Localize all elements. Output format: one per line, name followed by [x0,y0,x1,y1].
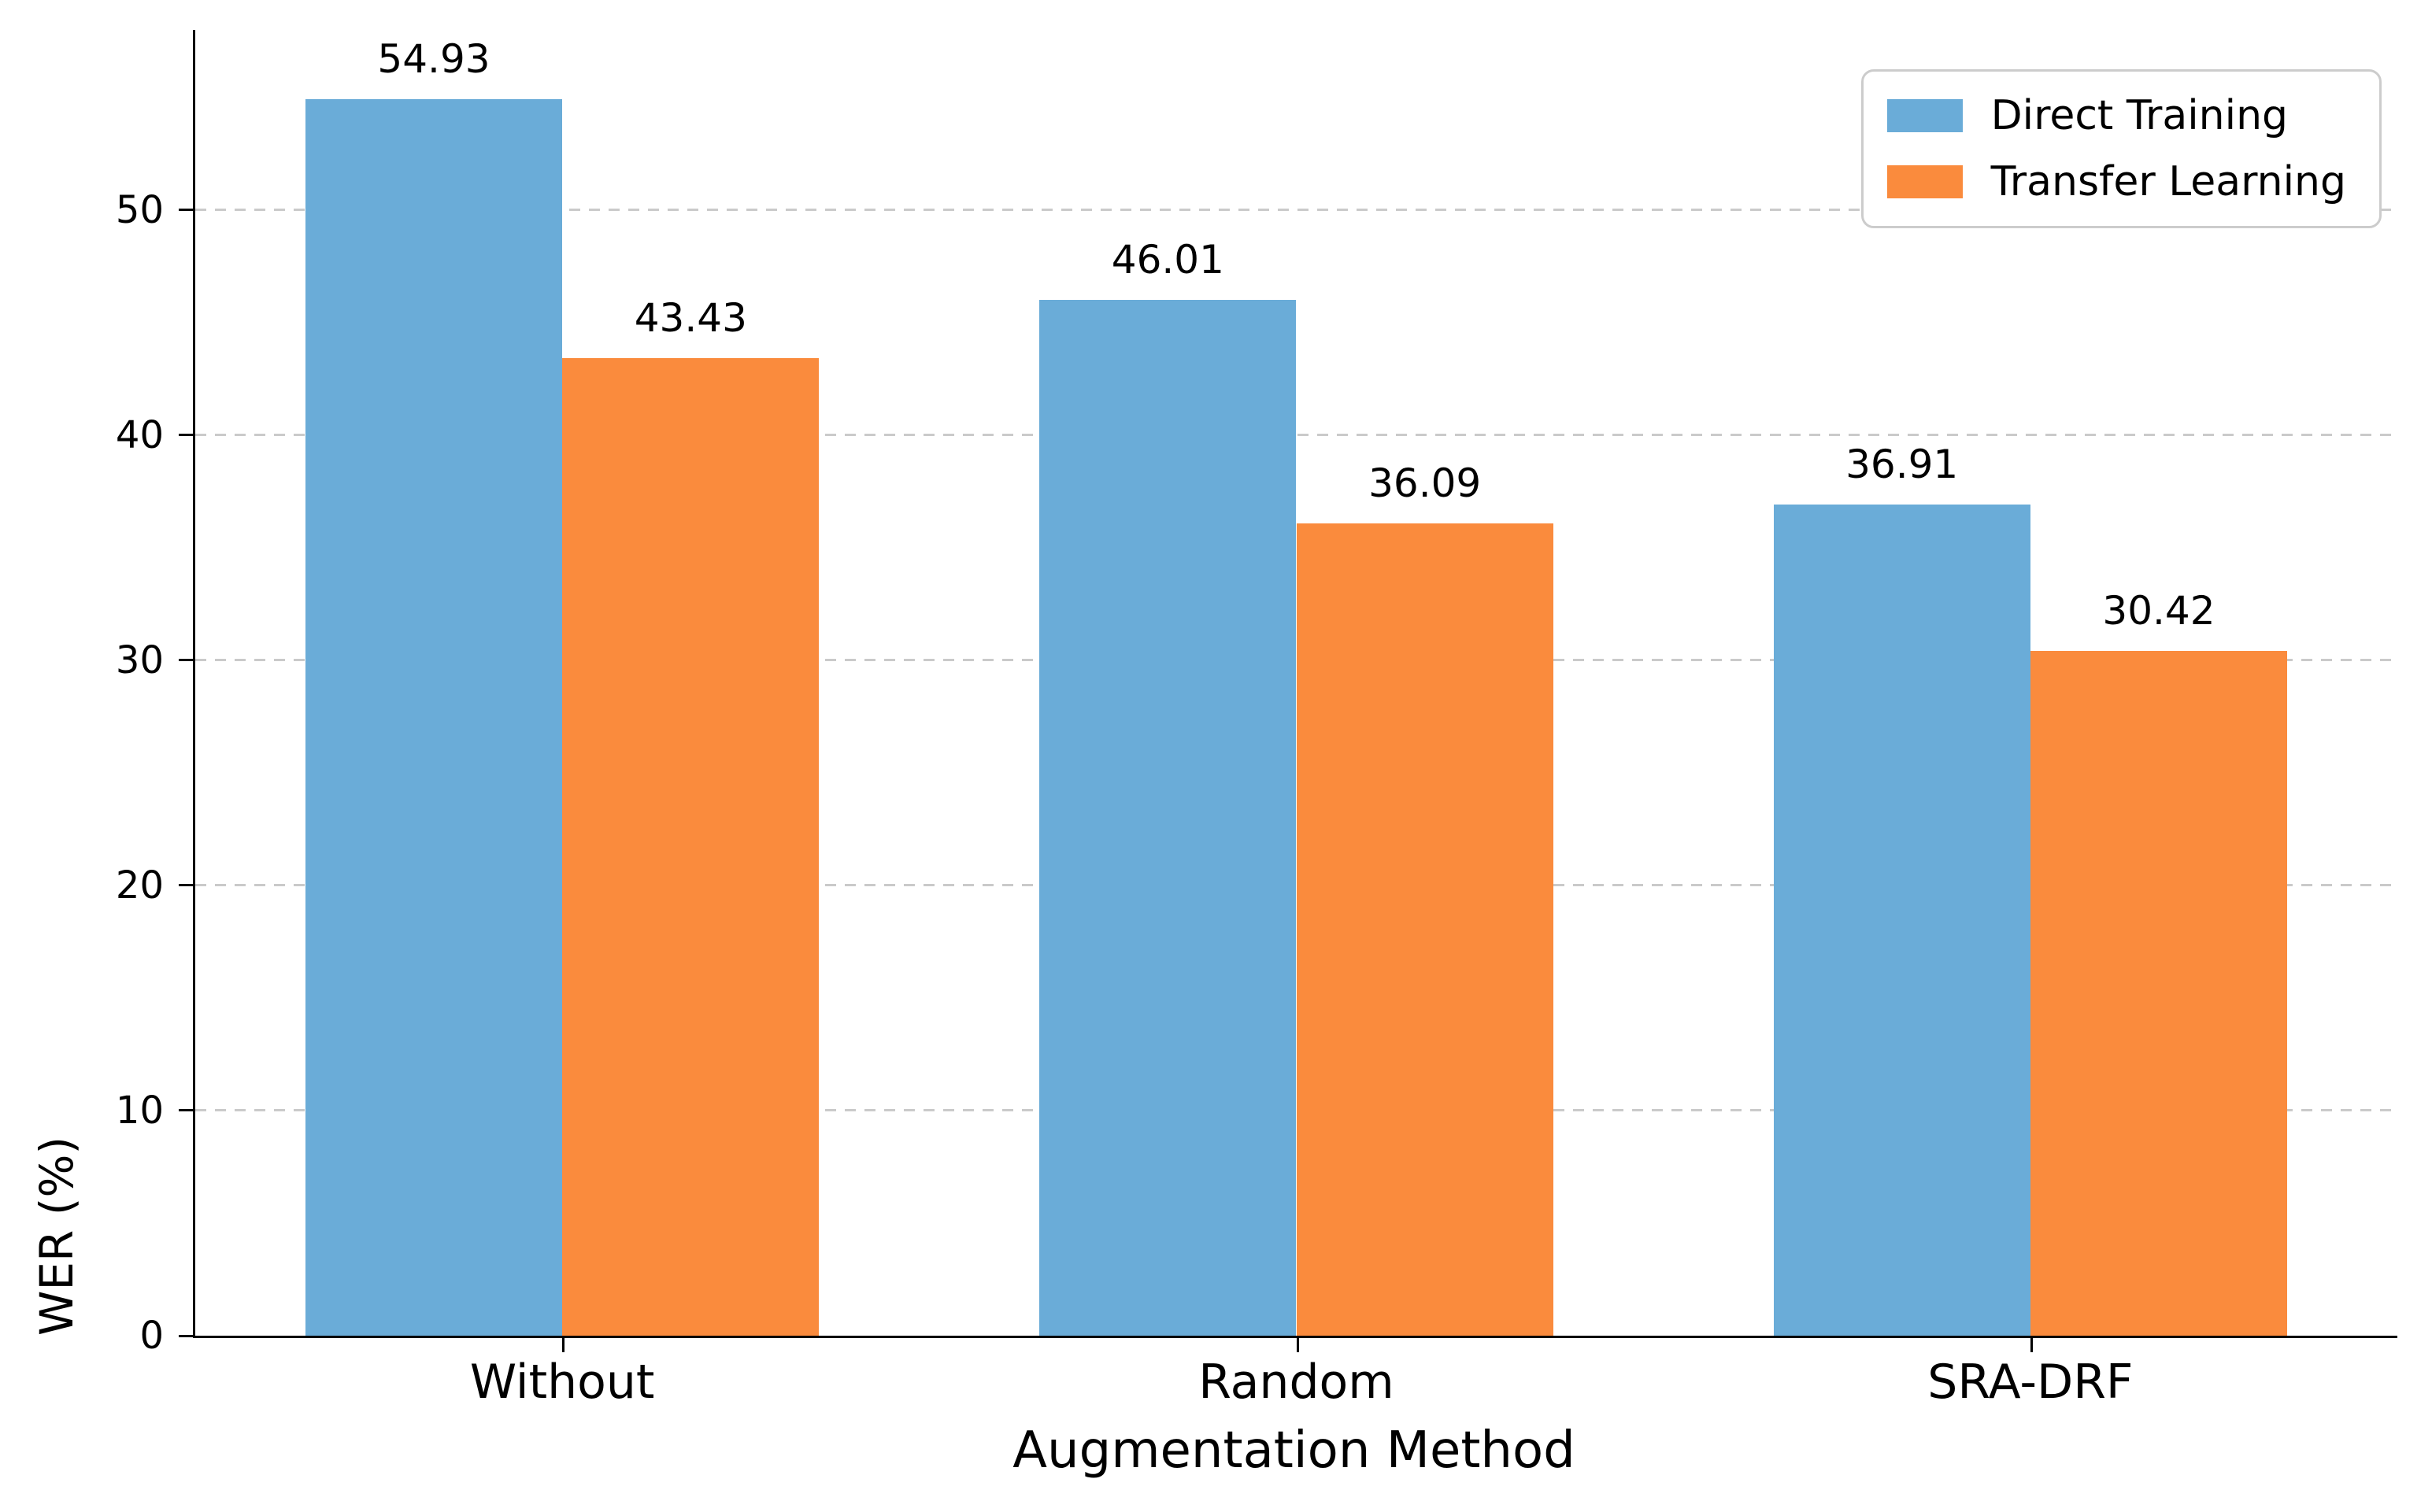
y-tick-label-20: 20 [115,863,164,908]
x-tick-label-sra-drf: SRA-DRF [1927,1355,2134,1410]
gridline-y-40 [195,434,2397,437]
legend-swatch-transfer-learning-icon [1886,165,1963,198]
y-tick-label-0: 0 [139,1314,164,1358]
y-tick-label-40: 40 [115,412,164,457]
legend-swatch-direct-training-icon [1886,99,1963,132]
bar-transfer-learning-without [562,357,820,1336]
value-label-direct-training-without: 54.93 [377,35,490,82]
value-label-transfer-learning-random: 36.09 [1368,460,1482,506]
plot-area: Direct Training Transfer Learning 0 10 20 3… [116,30,2397,1410]
bar-transfer-learning-sra-drf [2030,650,2288,1336]
y-tick-label-30: 30 [115,638,164,682]
y-tick-mark-40 [179,434,195,437]
value-label-transfer-learning-without: 43.43 [634,294,747,341]
legend-label-transfer-learning: Transfer Learning [1990,158,2346,205]
bar-direct-training-random [1039,299,1297,1336]
y-tick-label-10: 10 [115,1088,164,1133]
x-tick-mark-without [562,1336,565,1352]
legend-label-direct-training: Direct Training [1990,92,2289,139]
bar-direct-training-sra-drf [1773,505,2030,1336]
x-tick-label-without: Without [469,1355,655,1410]
gridline-y-50 [195,209,2397,212]
y-tick-mark-50 [179,209,195,212]
x-tick-mark-random [1296,1336,1299,1352]
y-tick-label-50: 50 [115,187,164,232]
value-label-transfer-learning-sra-drf: 30.42 [2102,587,2215,634]
x-axis-label: Augmentation Method [1012,1421,1575,1480]
value-label-direct-training-sra-drf: 36.91 [1845,442,1959,488]
y-axis-label: WER (%) [30,1136,83,1336]
bar-transfer-learning-random [1296,523,1553,1336]
legend-item-transfer-learning: Transfer Learning [1886,158,2346,205]
y-tick-mark-20 [179,884,195,887]
x-tick-label-random: Random [1198,1355,1394,1410]
value-label-direct-training-random: 46.01 [1111,236,1224,283]
bar-direct-training-without [305,98,563,1336]
legend-item-direct-training: Direct Training [1886,92,2346,139]
y-tick-mark-30 [179,659,195,662]
y-tick-mark-0 [179,1334,195,1337]
x-tick-mark-sra-drf [2030,1336,2033,1352]
y-tick-mark-10 [179,1109,195,1112]
legend: Direct Training Transfer Learning [1860,69,2382,228]
